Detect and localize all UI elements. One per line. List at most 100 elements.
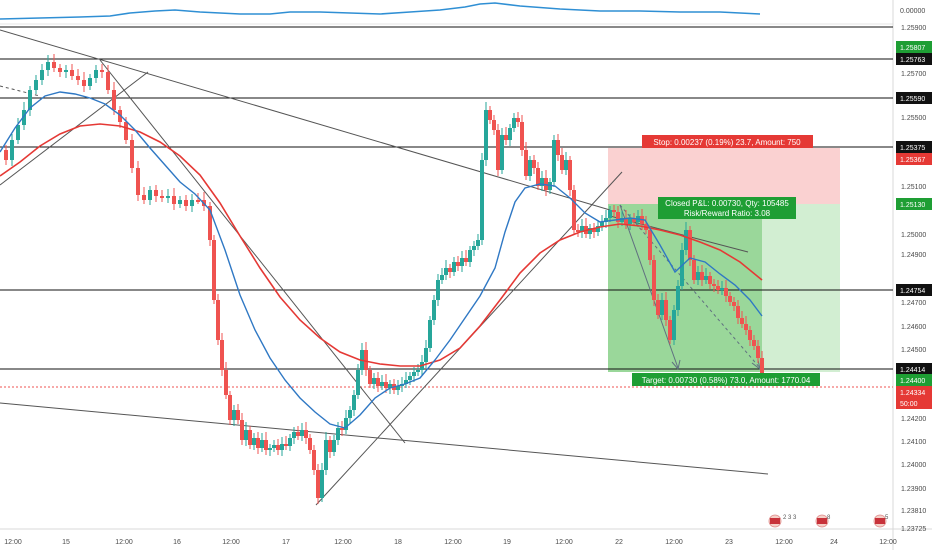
candle-body bbox=[452, 262, 456, 272]
candle-body bbox=[516, 118, 520, 122]
time-tick-label: 12:00 bbox=[775, 539, 793, 546]
candle-body bbox=[88, 78, 92, 86]
candle-body bbox=[532, 160, 536, 168]
price-tick-label: 1.25100 bbox=[901, 184, 926, 191]
candle-body bbox=[660, 300, 664, 315]
candle-body bbox=[612, 210, 616, 212]
candle-body bbox=[396, 386, 400, 390]
price-tick-label: 1.23810 bbox=[901, 508, 926, 515]
price-tick-label: 1.24500 bbox=[901, 347, 926, 354]
candle-body bbox=[692, 260, 696, 280]
time-tick-label: 22 bbox=[615, 539, 623, 546]
candle-body bbox=[52, 62, 56, 68]
candle-body bbox=[684, 230, 688, 250]
price-tick-label: 1.24200 bbox=[901, 416, 926, 423]
candle-body bbox=[384, 382, 388, 388]
price-tick-label: 1.23900 bbox=[901, 486, 926, 493]
flag-icon bbox=[875, 518, 885, 524]
price-tick-label: 1.25700 bbox=[901, 71, 926, 78]
candle-body bbox=[320, 470, 324, 498]
svg-text:Closed P&L: 0.00730, Qty: 1054: Closed P&L: 0.00730, Qty: 105485 bbox=[665, 199, 789, 208]
stop-zone[interactable] bbox=[608, 148, 840, 204]
candle-body bbox=[732, 302, 736, 306]
candle-body bbox=[676, 286, 680, 310]
candle-body bbox=[512, 118, 516, 128]
candle-body bbox=[312, 450, 316, 470]
candle-body bbox=[424, 348, 428, 362]
candle-body bbox=[136, 168, 140, 195]
candle-body bbox=[376, 378, 380, 386]
candle-body bbox=[336, 428, 340, 440]
candle-body bbox=[568, 160, 572, 190]
event-markers[interactable]: 2 3 3 8 5 bbox=[768, 514, 889, 528]
time-tick-label: 19 bbox=[503, 539, 511, 546]
candle-body bbox=[756, 346, 760, 358]
candle-body bbox=[440, 275, 444, 280]
price-tag: 1.25807 bbox=[896, 41, 932, 53]
candle-body bbox=[592, 228, 596, 232]
candle-body bbox=[744, 324, 748, 330]
candle-body bbox=[264, 440, 268, 450]
price-tag: 50:00 bbox=[896, 397, 932, 409]
candle-body bbox=[528, 160, 532, 176]
candle-body bbox=[154, 190, 158, 196]
candle-body bbox=[166, 196, 170, 198]
candle-body bbox=[496, 130, 500, 170]
target-label: Target: 0.00730 (0.58%) 73.0, Amount: 17… bbox=[632, 373, 820, 386]
candle-body bbox=[460, 258, 464, 266]
candle-body bbox=[252, 438, 256, 445]
candle-body bbox=[616, 212, 620, 222]
time-tick-label: 12:00 bbox=[665, 539, 683, 546]
candle-body bbox=[504, 135, 508, 140]
candle-body bbox=[284, 444, 288, 446]
candle-body bbox=[296, 432, 300, 436]
candle-body bbox=[620, 218, 624, 222]
candle-body bbox=[688, 230, 692, 260]
svg-text:1.25590: 1.25590 bbox=[900, 96, 925, 103]
candle-body bbox=[500, 135, 504, 170]
candle-body bbox=[40, 70, 44, 80]
candle-body bbox=[508, 128, 512, 140]
candle-body bbox=[124, 122, 128, 140]
candle-body bbox=[232, 410, 236, 420]
svg-text:1.24400: 1.24400 bbox=[900, 378, 925, 385]
price-tag: 1.25375 bbox=[896, 141, 932, 153]
svg-text:2 3 3: 2 3 3 bbox=[783, 515, 797, 521]
candle-body bbox=[292, 432, 296, 438]
candle-body bbox=[404, 380, 408, 384]
time-axis[interactable]: 12:00 15 12:00 16 12:00 17 12:00 18 12:00 19 12:00… bbox=[4, 539, 897, 546]
svg-text:1.24414: 1.24414 bbox=[900, 367, 925, 374]
candle-body bbox=[348, 410, 352, 418]
candle-body bbox=[708, 276, 712, 284]
candle-body bbox=[520, 122, 524, 150]
candle-body bbox=[752, 340, 756, 346]
candle-body bbox=[196, 200, 200, 202]
candle-body bbox=[476, 240, 480, 246]
candle-body bbox=[260, 440, 264, 448]
flag-icon bbox=[770, 518, 780, 524]
candle-body bbox=[16, 125, 20, 140]
candle-body bbox=[208, 206, 212, 240]
candle-body bbox=[332, 440, 336, 452]
oscillator-value: 0.00000 bbox=[900, 8, 925, 15]
candle-body bbox=[244, 430, 248, 440]
candle-body bbox=[46, 62, 50, 70]
candle-body bbox=[464, 258, 468, 262]
candle-body bbox=[272, 445, 276, 448]
event-marker-2: 8 bbox=[815, 514, 831, 528]
candle-body bbox=[436, 280, 440, 300]
candle-body bbox=[76, 76, 80, 80]
svg-text:1.24754: 1.24754 bbox=[900, 288, 925, 295]
candle-body bbox=[228, 395, 232, 420]
candle-body bbox=[552, 140, 556, 182]
candle-body bbox=[412, 372, 416, 376]
candle-body bbox=[628, 218, 632, 224]
price-tag: 1.24754 bbox=[896, 284, 932, 296]
candle-body bbox=[604, 218, 608, 222]
event-marker-3: 5 bbox=[873, 514, 889, 528]
candle-body bbox=[190, 200, 194, 206]
time-tick-label: 12:00 bbox=[115, 539, 133, 546]
candle-body bbox=[82, 80, 86, 86]
